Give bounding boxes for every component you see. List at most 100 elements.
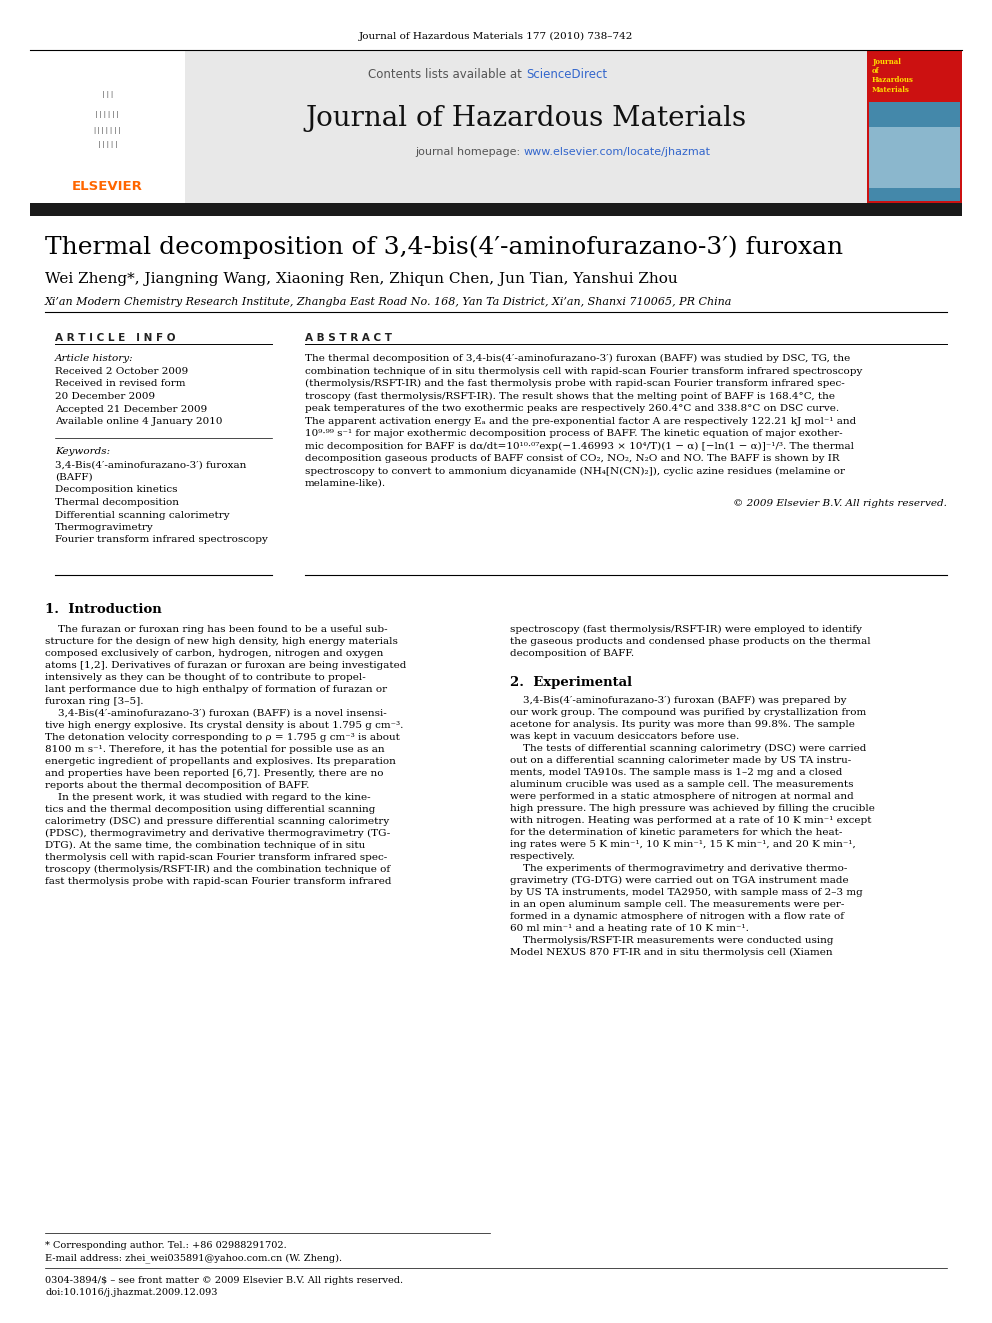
Text: was kept in vacuum desiccators before use.: was kept in vacuum desiccators before us… — [510, 732, 739, 741]
Text: |||||: ||||| — [92, 142, 122, 148]
Text: DTG). At the same time, the combination technique of in situ: DTG). At the same time, the combination … — [45, 841, 365, 851]
Text: Article history:: Article history: — [55, 355, 134, 363]
Text: Xi’an Modern Chemistry Research Institute, Zhangba East Road No. 168, Yan Ta Dis: Xi’an Modern Chemistry Research Institut… — [45, 296, 732, 307]
Text: Decomposition kinetics: Decomposition kinetics — [55, 486, 178, 495]
Text: decomposition gaseous products of BAFF consist of CO₂, NO₂, N₂O and NO. The BAFF: decomposition gaseous products of BAFF c… — [305, 454, 839, 463]
Text: 1.  Introduction: 1. Introduction — [45, 603, 162, 617]
Text: Differential scanning calorimetry: Differential scanning calorimetry — [55, 511, 229, 520]
Text: by US TA instruments, model TA2950, with sample mass of 2–3 mg: by US TA instruments, model TA2950, with… — [510, 888, 863, 897]
Text: Available online 4 January 2010: Available online 4 January 2010 — [55, 417, 222, 426]
Text: ELSEVIER: ELSEVIER — [72, 180, 143, 193]
Text: fast thermolysis probe with rapid-scan Fourier transform infrared: fast thermolysis probe with rapid-scan F… — [45, 877, 392, 886]
Text: acetone for analysis. Its purity was more than 99.8%. The sample: acetone for analysis. Its purity was mor… — [510, 720, 855, 729]
Text: respectively.: respectively. — [510, 852, 575, 861]
Text: Received 2 October 2009: Received 2 October 2009 — [55, 366, 188, 376]
Text: In the present work, it was studied with regard to the kine-: In the present work, it was studied with… — [45, 792, 371, 802]
Text: Wei Zheng*, Jiangning Wang, Xiaoning Ren, Zhiqun Chen, Jun Tian, Yanshui Zhou: Wei Zheng*, Jiangning Wang, Xiaoning Ren… — [45, 273, 678, 286]
Text: 3,4-Bis(4′-aminofurazano-3′) furoxan (BAFF) was prepared by: 3,4-Bis(4′-aminofurazano-3′) furoxan (BA… — [510, 696, 846, 705]
Text: with nitrogen. Heating was performed at a rate of 10 K min⁻¹ except: with nitrogen. Heating was performed at … — [510, 816, 872, 826]
Text: Received in revised form: Received in revised form — [55, 380, 186, 389]
Text: doi:10.1016/j.jhazmat.2009.12.093: doi:10.1016/j.jhazmat.2009.12.093 — [45, 1289, 217, 1297]
Text: 10⁹·⁹⁹ s⁻¹ for major exothermic decomposition process of BAFF. The kinetic equat: 10⁹·⁹⁹ s⁻¹ for major exothermic decompos… — [305, 429, 842, 438]
Text: for the determination of kinetic parameters for which the heat-: for the determination of kinetic paramet… — [510, 828, 842, 837]
Text: 3,4-Bis(4′-aminofurazano-3′) furoxan (BAFF) is a novel insensi-: 3,4-Bis(4′-aminofurazano-3′) furoxan (BA… — [45, 709, 387, 718]
Text: Journal
of
Hazardous
Materials: Journal of Hazardous Materials — [872, 58, 914, 94]
Text: spectroscopy (fast thermolysis/RSFT-IR) were employed to identify: spectroscopy (fast thermolysis/RSFT-IR) … — [510, 624, 862, 634]
Text: calorimetry (DSC) and pressure differential scanning calorimetry: calorimetry (DSC) and pressure different… — [45, 818, 389, 826]
Text: structure for the design of new high density, high energy materials: structure for the design of new high den… — [45, 636, 398, 646]
Text: tics and the thermal decomposition using differential scanning: tics and the thermal decomposition using… — [45, 804, 375, 814]
Text: composed exclusively of carbon, hydrogen, nitrogen and oxygen: composed exclusively of carbon, hydrogen… — [45, 650, 383, 658]
Text: tive high energy explosive. Its crystal density is about 1.795 g cm⁻³.: tive high energy explosive. Its crystal … — [45, 721, 404, 730]
Text: energetic ingredient of propellants and explosives. Its preparation: energetic ingredient of propellants and … — [45, 757, 396, 766]
Bar — [30, 202, 962, 216]
Text: mic decomposition for BAFF is dα/dt=10¹⁰·⁰⁷exp(−1.46993 × 10⁴/T)(1 − α) [−ln(1 −: mic decomposition for BAFF is dα/dt=10¹⁰… — [305, 442, 854, 451]
Bar — [869, 102, 960, 201]
Text: |||: ||| — [92, 91, 122, 98]
Text: ScienceDirect: ScienceDirect — [526, 67, 607, 81]
Text: Model NEXUS 870 FT-IR and in situ thermolysis cell (Xiamen: Model NEXUS 870 FT-IR and in situ thermo… — [510, 949, 832, 957]
Text: Journal of Hazardous Materials 177 (2010) 738–742: Journal of Hazardous Materials 177 (2010… — [359, 32, 633, 41]
Text: our work group. The compound was purified by crystallization from: our work group. The compound was purifie… — [510, 708, 866, 717]
Text: The furazan or furoxan ring has been found to be a useful sub-: The furazan or furoxan ring has been fou… — [45, 624, 388, 634]
Text: The apparent activation energy Eₐ and the pre-exponential factor A are respectiv: The apparent activation energy Eₐ and th… — [305, 417, 856, 426]
Text: Thermal decomposition: Thermal decomposition — [55, 497, 179, 507]
Text: (PDSC), thermogravimetry and derivative thermogravimetry (TG-: (PDSC), thermogravimetry and derivative … — [45, 830, 390, 839]
Text: www.elsevier.com/locate/jhazmat: www.elsevier.com/locate/jhazmat — [524, 147, 711, 157]
Bar — [867, 50, 962, 202]
Text: troscopy (fast thermolysis/RSFT-IR). The result shows that the melting point of : troscopy (fast thermolysis/RSFT-IR). The… — [305, 392, 835, 401]
Text: ||||||: |||||| — [90, 111, 125, 119]
Text: The tests of differential scanning calorimetry (DSC) were carried: The tests of differential scanning calor… — [510, 744, 866, 753]
Text: troscopy (thermolysis/RSFT-IR) and the combination technique of: troscopy (thermolysis/RSFT-IR) and the c… — [45, 865, 390, 875]
Text: (BAFF): (BAFF) — [55, 474, 92, 482]
Text: Thermal decomposition of 3,4-bis(4′-aminofurazano-3′) furoxan: Thermal decomposition of 3,4-bis(4′-amin… — [45, 235, 843, 258]
Text: The thermal decomposition of 3,4-bis(4′-aminofurazano-3′) furoxan (BAFF) was stu: The thermal decomposition of 3,4-bis(4′-… — [305, 355, 850, 363]
Text: lant performance due to high enthalpy of formation of furazan or: lant performance due to high enthalpy of… — [45, 685, 387, 695]
Text: thermolysis cell with rapid-scan Fourier transform infrared spec-: thermolysis cell with rapid-scan Fourier… — [45, 853, 387, 863]
Text: The experiments of thermogravimetry and derivative thermo-: The experiments of thermogravimetry and … — [510, 864, 847, 873]
Text: reports about the thermal decomposition of BAFF.: reports about the thermal decomposition … — [45, 781, 310, 790]
Text: Fourier transform infrared spectroscopy: Fourier transform infrared spectroscopy — [55, 536, 268, 545]
Text: ments, model TA910s. The sample mass is 1–2 mg and a closed: ments, model TA910s. The sample mass is … — [510, 767, 842, 777]
Text: decomposition of BAFF.: decomposition of BAFF. — [510, 650, 634, 658]
Text: the gaseous products and condensed phase products on the thermal: the gaseous products and condensed phase… — [510, 636, 871, 646]
Text: 3,4-Bis(4′-aminofurazano-3′) furoxan: 3,4-Bis(4′-aminofurazano-3′) furoxan — [55, 460, 246, 470]
Text: furoxan ring [3–5].: furoxan ring [3–5]. — [45, 697, 144, 706]
Text: 60 ml min⁻¹ and a heating rate of 10 K min⁻¹.: 60 ml min⁻¹ and a heating rate of 10 K m… — [510, 923, 749, 933]
Text: formed in a dynamic atmosphere of nitrogen with a flow rate of: formed in a dynamic atmosphere of nitrog… — [510, 912, 844, 921]
Text: A R T I C L E   I N F O: A R T I C L E I N F O — [55, 333, 176, 343]
Text: intensively as they can be thought of to contribute to propel-: intensively as they can be thought of to… — [45, 673, 366, 681]
Text: were performed in a static atmosphere of nitrogen at normal and: were performed in a static atmosphere of… — [510, 792, 854, 800]
Text: 8100 m s⁻¹. Therefore, it has the potential for possible use as an: 8100 m s⁻¹. Therefore, it has the potent… — [45, 745, 385, 754]
Text: journal homepage:: journal homepage: — [416, 147, 524, 157]
Text: in an open aluminum sample cell. The measurements were per-: in an open aluminum sample cell. The mea… — [510, 900, 844, 909]
Text: Contents lists available at: Contents lists available at — [368, 67, 526, 81]
Text: out on a differential scanning calorimeter made by US TA instru-: out on a differential scanning calorimet… — [510, 755, 851, 765]
Text: Thermolysis/RSFT-IR measurements were conducted using: Thermolysis/RSFT-IR measurements were co… — [510, 935, 833, 945]
Text: and properties have been reported [6,7]. Presently, there are no: and properties have been reported [6,7].… — [45, 769, 384, 778]
Text: * Corresponding author. Tel.: +86 02988291702.: * Corresponding author. Tel.: +86 029882… — [45, 1241, 287, 1250]
Text: © 2009 Elsevier B.V. All rights reserved.: © 2009 Elsevier B.V. All rights reserved… — [733, 500, 947, 508]
Text: E-mail address: zhei_wei035891@yahoo.com.cn (W. Zheng).: E-mail address: zhei_wei035891@yahoo.com… — [45, 1253, 342, 1263]
Text: |||||||: ||||||| — [92, 127, 122, 134]
Text: atoms [1,2]. Derivatives of furazan or furoxan are being investigated: atoms [1,2]. Derivatives of furazan or f… — [45, 662, 407, 669]
Text: Keywords:: Keywords: — [55, 447, 110, 456]
Text: combination technique of in situ thermolysis cell with rapid-scan Fourier transf: combination technique of in situ thermol… — [305, 366, 862, 376]
Bar — [185, 50, 867, 202]
Text: peak temperatures of the two exothermic peaks are respectively 260.4°C and 338.8: peak temperatures of the two exothermic … — [305, 404, 839, 413]
Bar — [869, 127, 960, 188]
Text: gravimetry (TG-DTG) were carried out on TGA instrument made: gravimetry (TG-DTG) were carried out on … — [510, 876, 848, 885]
Text: The detonation velocity corresponding to ρ = 1.795 g cm⁻³ is about: The detonation velocity corresponding to… — [45, 733, 400, 742]
Text: Accepted 21 December 2009: Accepted 21 December 2009 — [55, 405, 207, 414]
Text: A B S T R A C T: A B S T R A C T — [305, 333, 392, 343]
Text: 0304-3894/$ – see front matter © 2009 Elsevier B.V. All rights reserved.: 0304-3894/$ – see front matter © 2009 El… — [45, 1275, 403, 1285]
Text: (thermolysis/RSFT-IR) and the fast thermolysis probe with rapid-scan Fourier tra: (thermolysis/RSFT-IR) and the fast therm… — [305, 378, 845, 388]
Text: Thermogravimetry: Thermogravimetry — [55, 523, 154, 532]
Text: spectroscopy to convert to ammonium dicyanamide (NH₄[N(CN)₂]), cyclic azine resi: spectroscopy to convert to ammonium dicy… — [305, 467, 845, 476]
Text: melamine-like).: melamine-like). — [305, 479, 386, 488]
Text: high pressure. The high pressure was achieved by filling the crucible: high pressure. The high pressure was ach… — [510, 804, 875, 814]
Text: ing rates were 5 K min⁻¹, 10 K min⁻¹, 15 K min⁻¹, and 20 K min⁻¹,: ing rates were 5 K min⁻¹, 10 K min⁻¹, 15… — [510, 840, 856, 849]
Text: 20 December 2009: 20 December 2009 — [55, 392, 155, 401]
Text: Journal of Hazardous Materials: Journal of Hazardous Materials — [306, 105, 747, 132]
Text: aluminum crucible was used as a sample cell. The measurements: aluminum crucible was used as a sample c… — [510, 781, 853, 789]
